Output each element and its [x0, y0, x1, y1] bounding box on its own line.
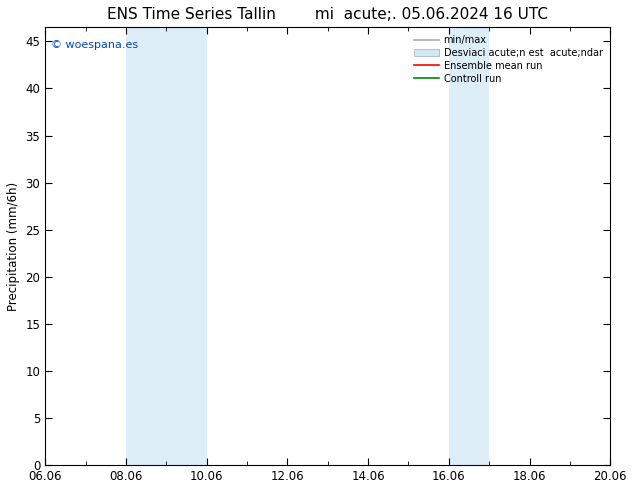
Y-axis label: Precipitation (mm/6h): Precipitation (mm/6h) [7, 182, 20, 311]
Title: ENS Time Series Tallin        mi  acute;. 05.06.2024 16 UTC: ENS Time Series Tallin mi acute;. 05.06.… [107, 7, 548, 22]
Bar [449, 27, 489, 465]
Text: © woespana.es: © woespana.es [51, 40, 138, 50]
Legend: min/max, Desviaci acute;n est  acute;ndar, Ensemble mean run, Controll run: min/max, Desviaci acute;n est acute;ndar… [411, 32, 605, 87]
Bar [126, 27, 207, 465]
